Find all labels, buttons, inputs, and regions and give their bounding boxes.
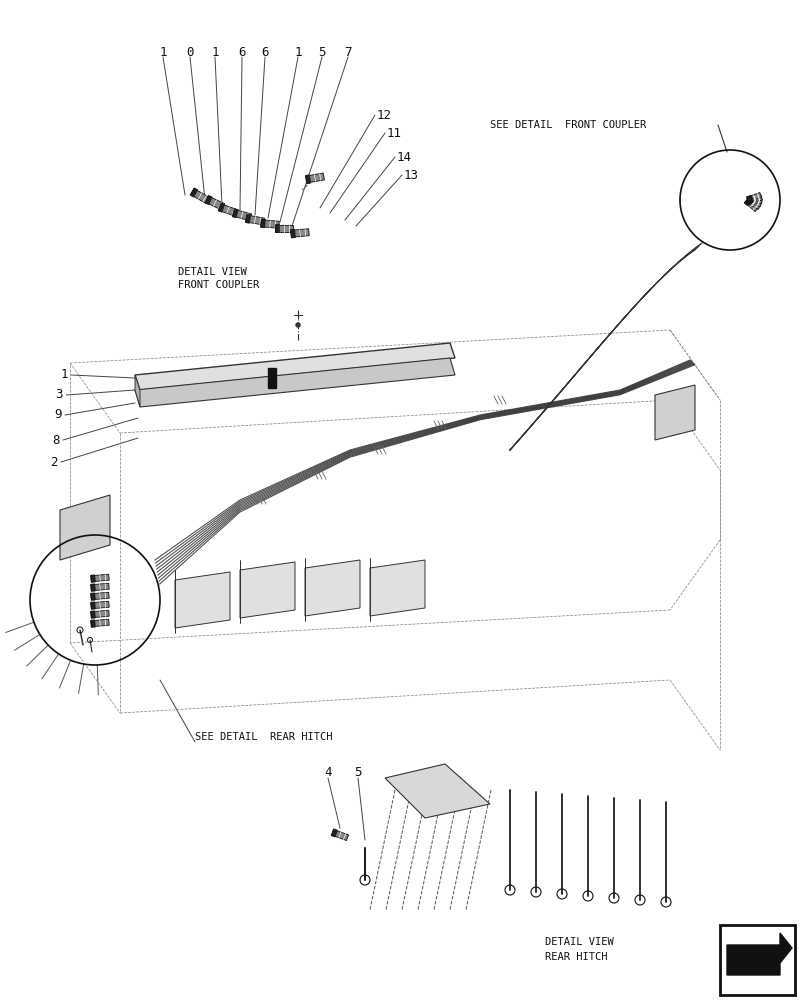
Polygon shape xyxy=(218,203,225,212)
Text: 5: 5 xyxy=(354,766,362,780)
Text: 4: 4 xyxy=(324,766,332,780)
Text: 1: 1 xyxy=(159,46,166,59)
Text: 12: 12 xyxy=(376,109,392,122)
Polygon shape xyxy=(275,225,293,232)
Polygon shape xyxy=(232,209,251,221)
Polygon shape xyxy=(746,193,761,202)
Text: 8: 8 xyxy=(53,434,60,446)
Polygon shape xyxy=(305,175,311,184)
Polygon shape xyxy=(191,188,209,204)
Text: 13: 13 xyxy=(404,169,418,182)
Circle shape xyxy=(296,323,299,327)
Polygon shape xyxy=(91,593,95,600)
Polygon shape xyxy=(91,601,109,609)
Polygon shape xyxy=(245,215,264,225)
Polygon shape xyxy=(260,220,279,228)
Text: 1: 1 xyxy=(294,46,302,59)
Polygon shape xyxy=(745,195,751,202)
Text: 14: 14 xyxy=(397,151,411,164)
Text: 9: 9 xyxy=(54,408,62,422)
Polygon shape xyxy=(91,574,109,582)
Text: 11: 11 xyxy=(387,127,401,140)
Polygon shape xyxy=(747,197,751,203)
Text: 2: 2 xyxy=(50,456,58,468)
Polygon shape xyxy=(744,199,757,212)
Polygon shape xyxy=(218,204,238,216)
Polygon shape xyxy=(91,610,109,618)
Polygon shape xyxy=(305,173,324,183)
Polygon shape xyxy=(744,198,751,205)
Polygon shape xyxy=(175,572,230,628)
Text: SEE DETAIL  FRONT COUPLER: SEE DETAIL FRONT COUPLER xyxy=(489,120,646,130)
Polygon shape xyxy=(91,584,95,591)
Polygon shape xyxy=(746,197,752,204)
Polygon shape xyxy=(205,195,212,205)
Polygon shape xyxy=(290,229,309,237)
Polygon shape xyxy=(91,583,109,591)
Polygon shape xyxy=(747,196,751,203)
Polygon shape xyxy=(91,619,109,627)
Polygon shape xyxy=(305,560,359,616)
Polygon shape xyxy=(370,560,424,616)
Polygon shape xyxy=(726,933,791,975)
Polygon shape xyxy=(205,196,225,210)
Text: DETAIL VIEW: DETAIL VIEW xyxy=(544,937,613,947)
Polygon shape xyxy=(331,829,348,841)
Bar xyxy=(719,925,794,995)
Polygon shape xyxy=(245,214,251,223)
Text: 5: 5 xyxy=(318,46,325,59)
Polygon shape xyxy=(240,562,294,618)
Polygon shape xyxy=(290,229,295,238)
Polygon shape xyxy=(384,764,489,818)
Polygon shape xyxy=(232,209,238,218)
Polygon shape xyxy=(135,375,139,407)
Polygon shape xyxy=(190,188,198,197)
Polygon shape xyxy=(746,198,761,207)
Polygon shape xyxy=(275,224,279,232)
Polygon shape xyxy=(745,198,760,209)
Polygon shape xyxy=(60,495,109,560)
Polygon shape xyxy=(91,602,95,609)
Polygon shape xyxy=(747,198,762,204)
Text: 1: 1 xyxy=(211,46,218,59)
Text: 7: 7 xyxy=(344,46,351,59)
Polygon shape xyxy=(91,575,95,582)
Polygon shape xyxy=(331,829,337,837)
Text: FRONT COUPLER: FRONT COUPLER xyxy=(178,280,259,290)
Polygon shape xyxy=(135,358,454,407)
Polygon shape xyxy=(654,385,694,440)
Polygon shape xyxy=(91,620,95,627)
Polygon shape xyxy=(91,592,109,600)
Text: REAR HITCH: REAR HITCH xyxy=(544,952,607,962)
Text: 6: 6 xyxy=(261,46,268,59)
Text: SEE DETAIL  REAR HITCH: SEE DETAIL REAR HITCH xyxy=(195,732,332,742)
Text: 0: 0 xyxy=(186,46,194,59)
Polygon shape xyxy=(747,195,762,202)
Polygon shape xyxy=(135,343,454,390)
Text: 6: 6 xyxy=(238,46,246,59)
Polygon shape xyxy=(260,219,265,228)
Text: 1: 1 xyxy=(61,368,68,381)
Polygon shape xyxy=(91,611,95,618)
Polygon shape xyxy=(744,198,750,206)
Text: DETAIL VIEW: DETAIL VIEW xyxy=(178,267,247,277)
Text: 3: 3 xyxy=(55,388,63,401)
Bar xyxy=(268,368,276,388)
